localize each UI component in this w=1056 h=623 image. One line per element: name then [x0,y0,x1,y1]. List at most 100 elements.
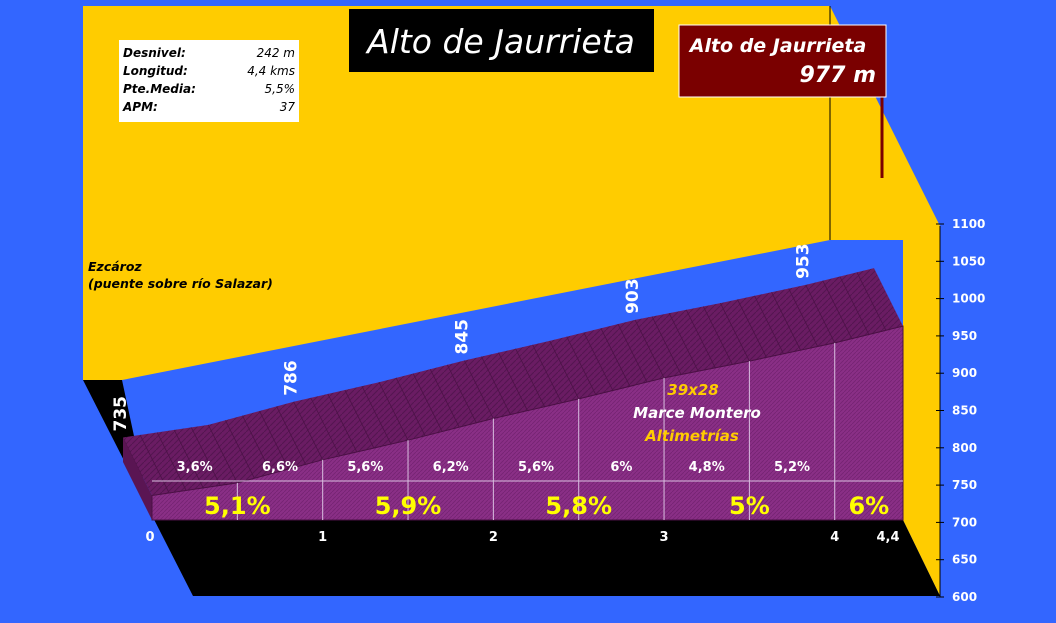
km-gradient: 5,9% [375,492,442,520]
summit-name: Alto de Jaurrieta [688,35,867,57]
profile-layer [123,268,904,521]
profile-ridge [327,393,358,453]
start-name: Ezcároz [88,259,142,274]
profile-ridge [737,299,767,358]
stat-label: APM: [122,100,158,114]
profile-ridge [378,382,409,441]
summit-altitude: 977 m [799,63,876,88]
profile-ridge [754,295,784,354]
half-km-gradient: 3,6% [177,460,213,475]
half-km-gradient: 4,8% [689,460,725,475]
profile-ridge [395,377,426,437]
credit-ratio: 39x28 [667,381,718,399]
profile-ridge [190,427,221,486]
profile-ridge [668,313,699,372]
km-gradient: 5% [729,492,770,520]
profile-ridge [805,284,836,344]
profile-ridge [293,401,324,460]
x-tick-label: 4 [830,530,839,545]
y-tick-label: 950 [952,329,977,343]
stats-table: Desnivel: 242 m Longitud: 4,4 kms Pte.Media:… [122,46,295,114]
profile-ridge [446,364,477,424]
y-tick-label: 1100 [952,217,985,231]
y-tick-label: 600 [952,590,977,604]
profile-ridge [276,406,306,465]
profile-ridge [310,397,341,457]
stat-value: 4,4 kms [247,64,295,78]
profile-ridge [361,385,392,445]
profile-ridge [464,360,494,419]
profile-ridge [242,415,272,474]
half-km-gradient: 5,6% [347,460,383,475]
altitude-label: 735 [111,396,131,432]
km-gridlines [152,6,903,520]
profile-ridge [702,306,733,365]
profile-ridge [515,348,545,407]
profile-ridge [259,410,289,470]
profile-side [123,437,152,520]
x-tick-label: 0 [145,530,154,545]
y-axis: 600 650 700 750 800 850 900 950 1000 1050 1100 [936,217,985,604]
half-km-gradient: 5,2% [774,460,810,475]
profile-ridge [532,344,562,403]
altitude-label: 903 [623,278,643,314]
y-tick-label: 850 [952,404,977,418]
stat-label: Pte.Media: [123,82,196,96]
profile-ridge [617,323,648,383]
km-gradient: 6% [848,492,889,520]
profile-ridge [771,292,801,351]
title-box [349,9,654,72]
y-tick-label: 900 [952,366,977,380]
profile-ridge [429,369,460,428]
x-tick-label: 2 [489,530,498,545]
profile-ridge [173,429,204,489]
stat-label: Longitud: [123,64,188,78]
chart-floor [83,380,940,596]
stats-box [119,40,299,122]
y-tick-label: 800 [952,441,977,455]
summit-box [678,24,887,98]
half-km-gradient: 6% [610,460,632,475]
stat-value: 5,5% [265,82,296,96]
credit-site: Altimetrías [644,427,739,445]
altitude-label: 953 [794,243,814,279]
altitude-label: 845 [452,319,472,355]
profile-ridge [412,373,443,432]
x-axis: 0 1 2 3 4 4,4 [145,530,899,545]
half-km-gradient: 5,6% [518,460,554,475]
profile-ridge [344,389,375,449]
stat-value: 37 [280,100,296,114]
half-km-gradient: 6,6% [262,460,298,475]
profile-ridge [498,352,528,411]
km-gradient: 5,1% [204,492,271,520]
profile-ridge [139,434,170,494]
credit-author: Marce Montero [633,404,761,422]
profile-ridge [225,420,255,479]
stat-label: Desnivel: [123,46,186,60]
profile-ridge [481,356,511,415]
profile-ridge [651,316,682,375]
half-km-gradient: 6,2% [433,460,469,475]
x-tick-label: 1 [318,530,327,545]
y-tick-label: 1050 [952,254,985,268]
profile-ridge [634,319,665,379]
profile-ridge [856,272,887,331]
profile-ridge [583,332,614,391]
profile-ridge [822,280,853,339]
side-wall [830,6,940,596]
profile-ridge [566,336,597,395]
y-tick-label: 700 [952,515,977,529]
stat-value: 242 m [257,46,295,60]
profile-ridge [600,328,631,387]
gradient-labels: 3,6% 6,6% 5,6% 6,2% 5,6% 6% 4,8% 5,2% 5,1% 5,9% 5,… [177,460,890,520]
start-detail: (puente sobre río Salazar) [88,276,273,291]
profile-ridge [549,340,580,400]
altitude-labels: 735 786 845 903 953 [111,243,814,431]
profile-ridge [788,288,819,347]
km-gradient: 5,8% [545,492,612,520]
profile-ridge [839,276,870,335]
x-tick-label: 3 [660,530,669,545]
x-tick-label: 4,4 [876,530,899,545]
profile-ridge [685,309,716,368]
